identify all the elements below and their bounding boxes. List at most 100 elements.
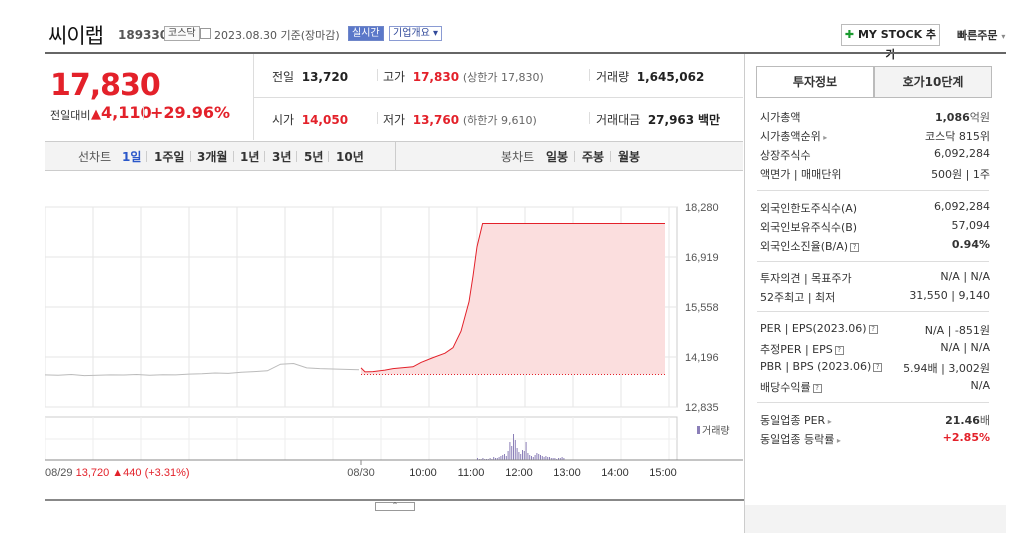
chevron-down-icon: ▾ (1001, 32, 1006, 41)
volume-bar (507, 451, 509, 460)
volume-bar (545, 456, 547, 460)
volume-bar (525, 442, 527, 460)
volume-bar (516, 448, 518, 460)
volume-bar (543, 457, 545, 460)
company-info-dropdown[interactable]: 기업개요 ▾ (389, 26, 443, 41)
volume-bar (531, 456, 532, 460)
help-icon[interactable]: ? (868, 324, 878, 334)
quick-order-button[interactable]: 빠른주문 ▾ (957, 29, 1006, 42)
info-label: 배당수익률? (760, 379, 822, 395)
volume-bar (502, 455, 504, 460)
period-tab-10y[interactable]: 10년 (336, 150, 364, 164)
volume-bar (523, 451, 525, 460)
period-tab-5y[interactable]: 5년 (304, 150, 324, 164)
volume-bar (547, 457, 549, 460)
chevron-up-icon: ⌃ (391, 501, 399, 510)
chevron-right-icon: ▸ (825, 417, 832, 426)
period-tab-3y[interactable]: 3년 (272, 150, 292, 164)
help-icon[interactable]: ? (850, 242, 860, 252)
volume-bar (504, 454, 505, 460)
info-value: 5.94배 | 3,002원 (903, 362, 990, 375)
volume-bar (500, 456, 502, 460)
volume-bar (498, 457, 500, 460)
period-tab-3m[interactable]: 3개월 (197, 150, 228, 164)
today-price-line (360, 223, 665, 373)
volume-bar (563, 458, 565, 460)
divider (143, 106, 144, 120)
x-tick-label: 15:00 (649, 467, 677, 479)
price-change: ▲4,110 (91, 103, 152, 122)
stock-code: 189330 (118, 28, 169, 42)
volume-bar (489, 458, 491, 460)
volume-bar (495, 458, 496, 460)
info-label: 외국인한도주식수(A) (760, 202, 858, 215)
info-label: 액면가 | 매매단위 (760, 168, 842, 181)
volume-bar (518, 452, 520, 460)
info-label[interactable]: 동일업종 등락률 ▸ (760, 433, 841, 446)
trade-amount: 거래대금 27,963 백만 (596, 113, 721, 127)
period-tab-1d[interactable]: 1일 (122, 150, 142, 164)
info-value: N/A | N/A (940, 341, 990, 354)
divider (589, 112, 590, 124)
volume-bar (505, 456, 507, 460)
candle-chart-label: 봉차트 (501, 150, 535, 164)
tab-underline (756, 97, 992, 98)
chevron-right-icon: ▸ (834, 436, 841, 445)
period-tab-1w[interactable]: 1주일 (154, 150, 185, 164)
help-icon[interactable]: ? (873, 362, 883, 372)
divider (328, 151, 329, 162)
x-tick-label: 11:00 (458, 467, 485, 479)
price-chart[interactable]: 18,280 16,919 15,558 14,196 12,835 거래량 08/29 1… (45, 195, 744, 485)
volume-bar (558, 458, 559, 460)
volume-bar (493, 457, 495, 460)
info-label[interactable]: 동일업종 PER ▸ (760, 414, 832, 427)
quote-date: 2023.08.30 기준(장마감) (214, 29, 340, 42)
info-label[interactable]: 시가총액순위 ▸ (760, 130, 828, 143)
volume-bar (520, 454, 522, 460)
candle-tab-month[interactable]: 월봉 (618, 150, 641, 164)
divider (296, 151, 297, 162)
change-label: 전일대비 (50, 109, 91, 122)
market-badge: 코스닥 (164, 26, 200, 41)
chevron-down-icon: ▾ (433, 28, 439, 39)
tab-invest-info[interactable]: 투자정보 (756, 66, 874, 98)
line-chart-label: 선차트 (78, 150, 112, 164)
divider (377, 112, 378, 124)
info-value: 21.46배 (945, 414, 990, 427)
y-tick-label: 12,835 (685, 402, 719, 414)
divider (610, 151, 611, 162)
info-value: 31,550 | 9,140 (909, 289, 990, 302)
info-value: 1,086억원 (934, 111, 990, 124)
volume-bar (550, 458, 552, 460)
collapse-button[interactable]: ⌃ (375, 502, 415, 511)
help-icon[interactable]: ? (812, 383, 822, 393)
help-icon[interactable]: ? (834, 345, 844, 355)
change-percent: +29.96% (150, 103, 231, 122)
volume: 거래량 1,645,062 (596, 70, 705, 84)
info-label: 추정PER | EPS? (760, 341, 844, 357)
info-value: N/A | -851원 (924, 324, 990, 337)
volume-bar (532, 457, 534, 460)
y-tick-label: 16,919 (685, 252, 719, 264)
stock-name: 씨이랩 (48, 24, 104, 48)
y-tick-label: 15,558 (685, 302, 719, 314)
info-value: 500원 | 1주 (931, 168, 990, 181)
add-mystock-button[interactable]: ✚ MY STOCK 추가 (841, 24, 940, 61)
divider (395, 142, 396, 170)
candle-tab-week[interactable]: 주봉 (582, 150, 605, 164)
realtime-button[interactable]: 실시간 (348, 26, 384, 41)
header-divider (45, 52, 1006, 54)
section-divider (757, 402, 989, 403)
info-value: 6,092,284 (934, 200, 990, 213)
divider (254, 97, 743, 98)
tab-orderbook[interactable]: 호가10단계 (874, 66, 992, 98)
volume-bar (534, 455, 536, 460)
section-divider (757, 190, 989, 191)
volume-bar (536, 453, 538, 460)
volume-bar (529, 455, 531, 460)
volume-bar (538, 454, 540, 460)
candle-tab-day[interactable]: 일봉 (546, 150, 569, 164)
current-price: 17,830 (50, 68, 161, 103)
section-divider (757, 261, 989, 262)
period-tab-1y[interactable]: 1년 (240, 150, 260, 164)
